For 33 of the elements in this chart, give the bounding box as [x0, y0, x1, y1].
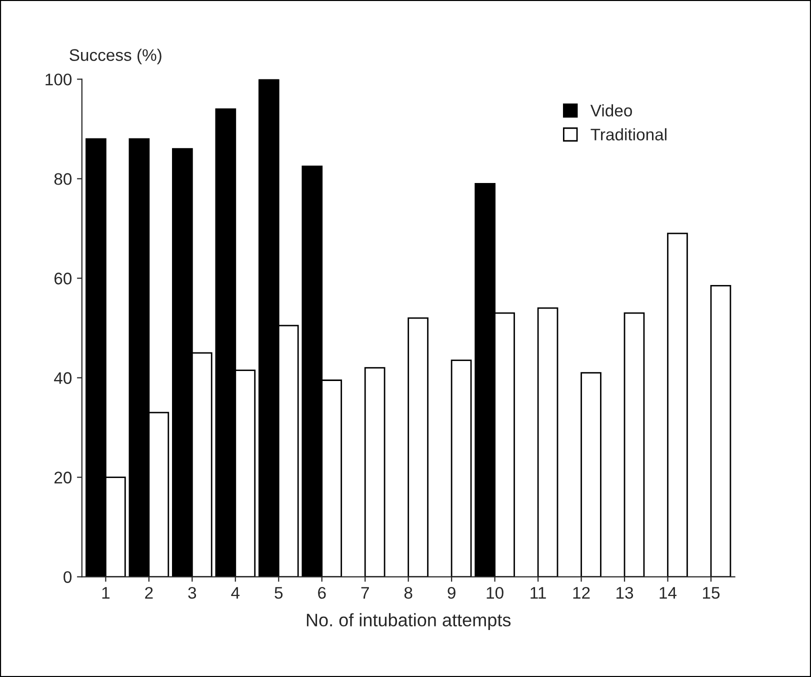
x-tick-label: 14	[660, 587, 677, 599]
x-axis-title: No. of intubation attempts	[306, 613, 511, 630]
bar	[580, 372, 602, 577]
x-tick-label: 9	[448, 586, 456, 599]
y-tick-label: 20	[54, 472, 72, 484]
bar	[624, 312, 645, 577]
bar	[667, 232, 688, 577]
x-tick-label: 1	[102, 587, 110, 599]
y-tick-label: 0	[64, 571, 72, 584]
x-tick-label: 10	[486, 586, 504, 599]
y-tick-label: 80	[54, 173, 72, 185]
x-tick-label: 6	[318, 586, 326, 599]
x-tick-label: 11	[530, 587, 546, 599]
bar	[537, 307, 558, 577]
x-tick-label: 15	[702, 587, 720, 599]
x-tick-label: 4	[231, 587, 240, 599]
bar	[710, 285, 732, 577]
y-tick-label: 60	[54, 272, 72, 284]
y-tick-label: 40	[54, 372, 72, 384]
legend-label: Traditional	[590, 128, 666, 140]
x-tick-label: 5	[274, 587, 283, 599]
x-tick-label: 3	[188, 586, 196, 599]
y-tick-label: 100	[46, 74, 72, 86]
bar	[408, 317, 428, 577]
legend-label: Video	[590, 104, 632, 116]
x-tick-label: 13	[616, 586, 634, 599]
x-tick-label: 2	[145, 586, 153, 599]
x-tick-label: 8	[404, 586, 412, 599]
bar	[450, 360, 472, 577]
x-tick-label: 12	[573, 586, 590, 599]
y-axis-title: Success (%)	[70, 48, 162, 64]
x-tick-label: 7	[361, 587, 369, 599]
bar	[364, 367, 386, 577]
